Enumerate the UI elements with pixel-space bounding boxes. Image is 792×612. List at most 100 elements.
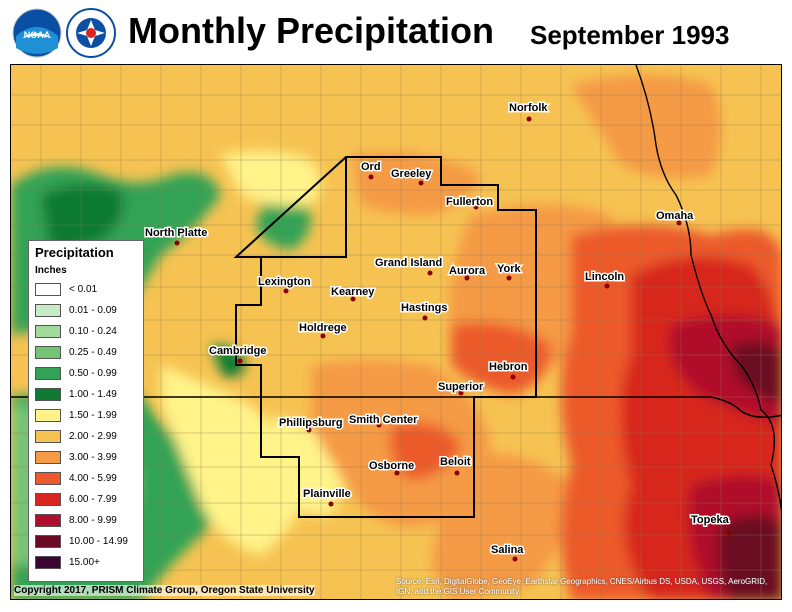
map-title: Monthly Precipitation <box>128 10 495 51</box>
legend-entry: 15.00+ <box>35 556 143 572</box>
cwa-boundary-north <box>236 157 347 258</box>
city-salina[interactable]: Salina <box>490 543 526 562</box>
svg-text:Topeka: Topeka <box>691 514 730 526</box>
svg-text:North Platte: North Platte <box>145 227 207 239</box>
legend-entry: < 0.01 <box>35 283 143 299</box>
legend-label: 6.00 - 7.99 <box>69 494 117 505</box>
svg-text:Superior: Superior <box>438 381 484 393</box>
precip-zone-orange-northeast <box>571 75 721 179</box>
legend-swatch <box>35 388 61 401</box>
precip-zone-yellow-north <box>221 151 321 207</box>
noaa-logo: NOAA <box>12 8 62 58</box>
city-plainville[interactable]: Plainville <box>302 487 352 507</box>
svg-text:Holdrege: Holdrege <box>299 322 347 334</box>
legend-swatch <box>35 325 61 338</box>
legend-label: 1.50 - 1.99 <box>69 410 117 421</box>
svg-text:NOAA: NOAA <box>24 30 51 40</box>
legend-entry: 1.50 - 1.99 <box>35 409 143 425</box>
map-date: September 1993 <box>530 20 730 50</box>
legend-entry: 3.00 - 3.99 <box>35 451 143 467</box>
legend-label: 1.00 - 1.49 <box>69 389 117 400</box>
city-grand-island[interactable]: Grand Island <box>374 256 444 276</box>
legend-swatch <box>35 304 61 317</box>
precip-zone-orange-ord <box>351 152 481 215</box>
legend-label: 2.00 - 2.99 <box>69 431 117 442</box>
precip-zone-maroon-topeka <box>717 515 781 599</box>
svg-text:Salina: Salina <box>491 544 524 556</box>
precip-zone-yellow-south <box>161 365 311 555</box>
city-superior[interactable]: Superior <box>437 380 485 396</box>
svg-text:Fullerton: Fullerton <box>446 196 493 208</box>
city-osborne[interactable]: Osborne <box>368 459 416 476</box>
legend-entry: 0.50 - 0.99 <box>35 367 143 383</box>
legend-label: 0.01 - 0.09 <box>69 305 117 316</box>
svg-text:Plainville: Plainville <box>303 488 351 500</box>
legend-label: 8.00 - 9.99 <box>69 515 117 526</box>
legend-entry: 4.00 - 5.99 <box>35 472 143 488</box>
legend-swatch <box>35 409 61 422</box>
svg-text:Norfolk: Norfolk <box>509 102 548 114</box>
city-holdrege[interactable]: Holdrege <box>298 321 348 339</box>
city-fullerton[interactable]: Fullerton <box>445 195 495 210</box>
city-omaha[interactable]: Omaha <box>655 209 696 226</box>
city-kearney[interactable]: Kearney <box>330 285 377 302</box>
city-markers: Norfolk Ord Greeley Fullerton Omaha Nort… <box>144 101 732 562</box>
city-greeley[interactable]: Greeley <box>390 167 434 186</box>
legend-swatch <box>35 556 61 569</box>
header: NOAA Monthly Precipitation September 199… <box>0 0 792 64</box>
city-york[interactable]: York <box>496 262 523 281</box>
legend-entry: 8.00 - 9.99 <box>35 514 143 530</box>
svg-text:York: York <box>497 263 522 275</box>
city-north-platte[interactable]: North Platte <box>144 226 209 246</box>
svg-text:Ord: Ord <box>361 161 381 173</box>
svg-text:Smith Center: Smith Center <box>349 414 418 426</box>
precip-zone-red-beloit <box>390 422 461 480</box>
legend-swatch <box>35 514 61 527</box>
legend-units: Inches <box>35 265 67 276</box>
copyright-text: Copyright 2017, PRISM Climate Group, Ore… <box>14 585 315 596</box>
precip-zone-patch <box>256 194 311 250</box>
city-aurora[interactable]: Aurora <box>448 264 487 281</box>
city-ord[interactable]: Ord <box>360 160 382 180</box>
legend-entry: 0.10 - 0.24 <box>35 325 143 341</box>
city-hebron[interactable]: Hebron <box>488 360 529 380</box>
svg-text:Lincoln: Lincoln <box>585 271 624 283</box>
missouri-river <box>635 65 781 512</box>
city-beloit[interactable]: Beloit <box>439 455 472 476</box>
legend: Precipitation Inches < 0.01 0.01 - 0.09 0.… <box>28 240 144 582</box>
precip-zone-cambridge <box>211 345 246 378</box>
legend-title: Precipitation <box>35 245 114 260</box>
svg-text:Aurora: Aurora <box>449 265 486 277</box>
city-norfolk[interactable]: Norfolk <box>508 101 550 122</box>
svg-text:Kearney: Kearney <box>331 286 375 298</box>
legend-label: 0.50 - 0.99 <box>69 368 117 379</box>
legend-swatch <box>35 451 61 464</box>
legend-label: 0.25 - 0.49 <box>69 347 117 358</box>
legend-entry: 10.00 - 14.99 <box>35 535 143 551</box>
city-smith-center[interactable]: Smith Center <box>348 413 420 428</box>
legend-swatch <box>35 493 61 506</box>
legend-swatch <box>35 367 61 380</box>
city-hastings[interactable]: Hastings <box>400 301 449 321</box>
city-topeka[interactable]: Topeka <box>690 513 732 536</box>
legend-entry: 6.00 - 7.99 <box>35 493 143 509</box>
precip-zone-maroon-northeast <box>731 341 781 405</box>
legend-swatch <box>35 346 61 359</box>
svg-text:Cambridge: Cambridge <box>209 345 266 357</box>
city-lexington[interactable]: Lexington <box>257 275 312 294</box>
legend-entry: 1.00 - 1.49 <box>35 388 143 404</box>
city-cambridge[interactable]: Cambridge <box>208 344 268 364</box>
attribution-text: Source: Esri, DigitalGlobe, GeoEye, Eart… <box>396 577 768 596</box>
svg-text:Beloit: Beloit <box>440 456 471 468</box>
svg-text:Hebron: Hebron <box>489 361 528 373</box>
legend-entry: 0.25 - 0.49 <box>35 346 143 362</box>
svg-text:Grand Island: Grand Island <box>375 257 442 269</box>
cwa-boundary <box>233 156 537 518</box>
city-phillipsburg[interactable]: Phillipsburg <box>278 416 344 433</box>
svg-text:Greeley: Greeley <box>391 168 432 180</box>
legend-label: 15.00+ <box>69 557 100 568</box>
city-lincoln[interactable]: Lincoln <box>584 270 626 289</box>
legend-label: 0.10 - 0.24 <box>69 326 117 337</box>
legend-swatch <box>35 283 61 296</box>
svg-text:Omaha: Omaha <box>656 210 694 222</box>
